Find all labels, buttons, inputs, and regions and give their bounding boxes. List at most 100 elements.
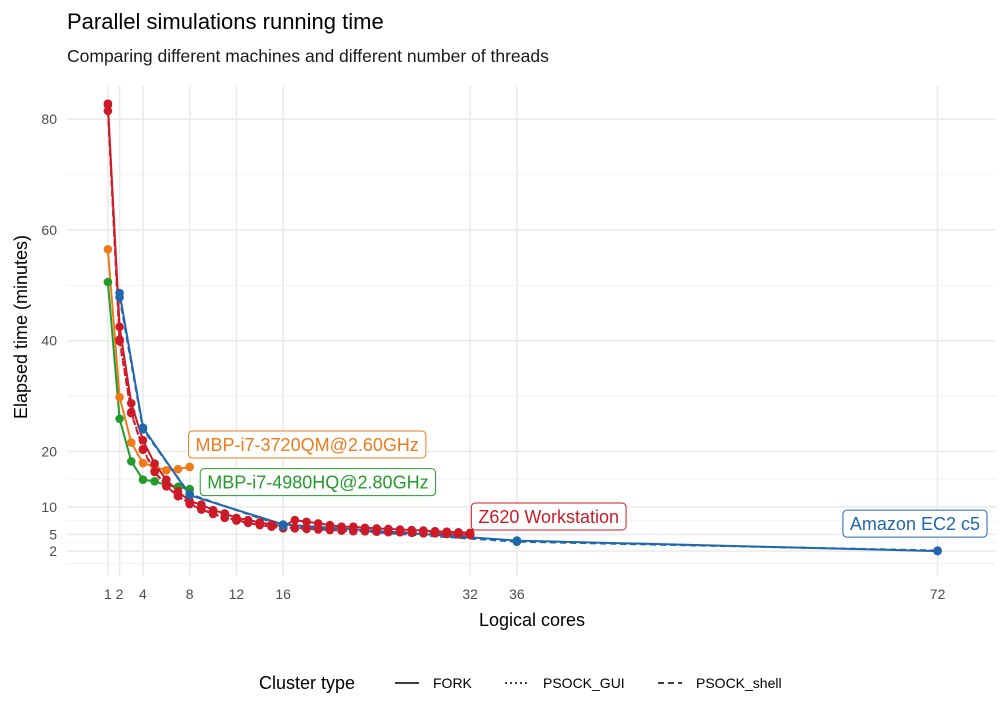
data-point: [430, 529, 440, 538]
data-point: [325, 525, 335, 535]
series-label: Amazon EC2 c5: [842, 509, 988, 538]
x-tick-label: 16: [275, 586, 291, 602]
data-point: [150, 477, 159, 486]
data-point: [162, 482, 171, 491]
data-point: [162, 475, 171, 484]
x-tick-label: 12: [229, 586, 245, 602]
data-point: [384, 527, 393, 537]
data-point: [126, 398, 136, 408]
data-point: [103, 99, 113, 109]
data-point: [185, 462, 194, 472]
series-points: [103, 99, 942, 556]
legend-label: FORK: [433, 675, 473, 691]
chart-title: Parallel simulations running time: [67, 9, 384, 34]
data-point: [933, 546, 942, 555]
series-label: Z620 Workstation: [470, 502, 627, 531]
legend: Cluster type FORK PSOCK_GUI PSOCK_shell: [259, 673, 782, 693]
chart-subtitle: Comparing different machines and differe…: [67, 46, 549, 66]
data-point: [138, 475, 148, 484]
data-point: [243, 518, 253, 528]
y-tick-label: 80: [41, 111, 57, 127]
y-tick-label: 2: [49, 543, 57, 559]
data-point: [103, 245, 113, 254]
data-point: [465, 530, 475, 540]
data-point: [290, 524, 300, 533]
data-point: [290, 515, 300, 525]
data-point: [512, 537, 522, 546]
data-point: [115, 392, 124, 402]
data-point: [150, 467, 159, 477]
data-point: [419, 529, 428, 538]
series-label-box: [842, 509, 988, 538]
data-point: [138, 458, 148, 468]
legend-title: Cluster type: [259, 673, 355, 693]
x-tick-label: 72: [930, 586, 946, 602]
x-axis-ticks: 1 2 4 8 12 16 32 36 72: [104, 586, 946, 602]
series-label-text: MBP-i7-4980HQ@2.80GHz: [207, 473, 428, 493]
data-point: [126, 408, 136, 418]
data-point: [115, 293, 124, 302]
data-point: [138, 424, 148, 434]
data-point: [302, 517, 311, 527]
y-tick-label: 10: [41, 499, 57, 515]
x-tick-label: 4: [139, 586, 147, 602]
x-tick-label: 36: [509, 586, 525, 602]
series-label: MBP-i7-4980HQ@2.80GHz: [199, 468, 437, 497]
legend-label: PSOCK_shell: [696, 675, 782, 691]
data-point: [185, 499, 194, 509]
data-point: [372, 527, 381, 537]
data-point: [197, 505, 206, 514]
y-tick-label: 5: [49, 526, 57, 542]
data-point: [407, 528, 417, 538]
data-point: [278, 521, 288, 531]
data-point: [220, 513, 230, 523]
data-point: [150, 459, 159, 468]
y-tick-label: 20: [41, 443, 57, 459]
data-point: [395, 527, 405, 537]
x-tick-label: 1: [104, 586, 112, 602]
data-point: [138, 436, 148, 445]
data-point: [302, 524, 311, 534]
series-label-box: [470, 502, 627, 531]
data-point: [360, 526, 370, 536]
data-point: [313, 525, 323, 534]
data-point: [267, 522, 276, 532]
data-point: [337, 526, 346, 535]
series-label-text: MBP-i7-3720QM@2.60GHz: [196, 435, 419, 455]
x-axis-title: Logical cores: [479, 610, 585, 630]
data-point: [255, 520, 265, 530]
data-point: [115, 322, 124, 332]
data-point: [185, 489, 194, 499]
series-label-text: Amazon EC2 c5: [850, 514, 980, 534]
series-line: [118, 297, 938, 552]
y-tick-label: 60: [41, 222, 57, 238]
series-label: MBP-i7-3720QM@2.60GHz: [188, 430, 427, 459]
data-point: [126, 457, 136, 466]
x-tick-label: 2: [116, 586, 124, 602]
x-tick-label: 8: [186, 586, 194, 602]
legend-items: FORK PSOCK_GUI PSOCK_shell: [395, 675, 782, 691]
series-label-box: [199, 468, 437, 497]
data-point: [348, 526, 358, 536]
legend-label: PSOCK_GUI: [543, 675, 625, 691]
data-point: [232, 516, 241, 525]
data-point: [115, 414, 124, 424]
data-point: [103, 106, 113, 116]
y-axis-title: Elapsed time (minutes): [11, 235, 31, 419]
series-annotations: MBP-i7-3720QM@2.60GHz MBP-i7-4980HQ@2.80G…: [188, 430, 988, 538]
data-point: [138, 445, 148, 455]
data-point: [115, 336, 124, 346]
data-point: [454, 530, 463, 539]
series-label-text: Z620 Workstation: [478, 507, 619, 527]
series-label-box: [188, 430, 427, 459]
data-point: [208, 509, 218, 519]
y-axis-ticks: 25 10 20 40 60 80: [41, 111, 57, 559]
data-point: [126, 438, 136, 447]
x-tick-label: 32: [462, 586, 478, 602]
data-point: [162, 465, 171, 475]
data-point: [173, 491, 183, 501]
y-tick-label: 40: [41, 333, 57, 349]
data-point: [173, 464, 183, 474]
data-point: [103, 277, 113, 287]
